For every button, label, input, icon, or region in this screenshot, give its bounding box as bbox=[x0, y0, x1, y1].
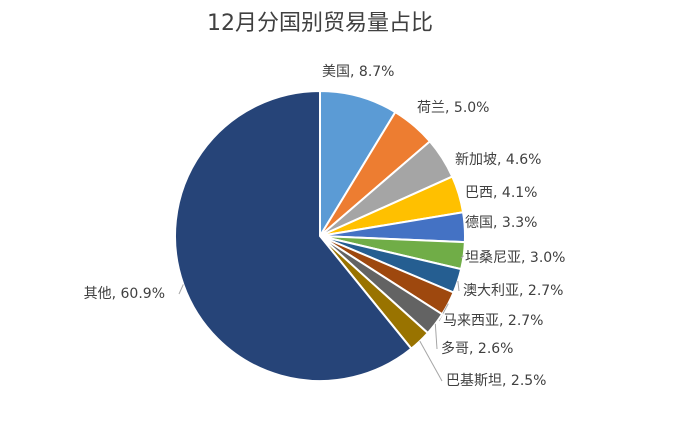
data-label: 其他, 60.9% bbox=[84, 286, 165, 302]
label-separator: , bbox=[502, 373, 511, 389]
label-separator: , bbox=[521, 250, 530, 266]
value-label: 2.6% bbox=[478, 341, 514, 357]
leader-line bbox=[434, 323, 438, 350]
value-label: 4.1% bbox=[502, 185, 538, 201]
label-separator: , bbox=[350, 64, 359, 80]
value-label: 3.0% bbox=[530, 250, 566, 266]
value-label: 2.7% bbox=[508, 313, 544, 329]
category-label: 巴基斯坦 bbox=[446, 372, 502, 389]
value-label: 60.9% bbox=[121, 286, 165, 302]
data-label: 多哥, 2.6% bbox=[441, 340, 513, 357]
label-separator: , bbox=[493, 185, 502, 201]
value-label: 8.7% bbox=[359, 64, 395, 80]
leader-line bbox=[178, 284, 184, 295]
data-label: 澳大利亚, 2.7% bbox=[463, 283, 563, 299]
label-separator: , bbox=[445, 100, 454, 116]
category-label: 巴西 bbox=[465, 185, 493, 201]
label-separator: , bbox=[469, 341, 478, 357]
data-label: 德国, 3.3% bbox=[465, 215, 537, 231]
category-label: 美国 bbox=[322, 64, 350, 80]
data-label: 马来西亚, 2.7% bbox=[443, 313, 543, 329]
label-separator: , bbox=[499, 313, 508, 329]
leader-line bbox=[457, 280, 460, 292]
category-label: 其他 bbox=[84, 286, 112, 302]
value-label: 3.3% bbox=[502, 215, 538, 231]
label-separator: , bbox=[493, 215, 502, 231]
leader-line bbox=[419, 340, 443, 382]
category-label: 马来西亚 bbox=[443, 313, 499, 329]
label-separator: , bbox=[497, 152, 506, 168]
label-separator: , bbox=[519, 283, 528, 299]
value-label: 5.0% bbox=[454, 100, 490, 116]
label-separator: , bbox=[112, 286, 121, 302]
category-label: 新加坡 bbox=[455, 152, 497, 168]
data-label: 美国, 8.7% bbox=[322, 64, 394, 80]
data-label: 巴西, 4.1% bbox=[465, 185, 537, 201]
pie-slice bbox=[174, 89, 413, 382]
value-label: 4.6% bbox=[506, 152, 542, 168]
data-label: 坦桑尼亚, 3.0% bbox=[465, 250, 565, 266]
category-label: 荷兰 bbox=[417, 100, 445, 116]
category-label: 澳大利亚 bbox=[463, 283, 519, 299]
value-label: 2.5% bbox=[511, 373, 547, 389]
data-label: 巴基斯坦, 2.5% bbox=[446, 372, 546, 389]
value-label: 2.7% bbox=[528, 283, 564, 299]
chart-title: 12月分国别贸易量占比 bbox=[207, 11, 433, 36]
category-label: 坦桑尼亚 bbox=[465, 250, 521, 266]
category-label: 多哥 bbox=[441, 340, 469, 357]
data-label: 荷兰, 5.0% bbox=[417, 100, 489, 116]
category-label: 德国 bbox=[465, 215, 493, 231]
data-label: 新加坡, 4.6% bbox=[455, 152, 541, 168]
leader-line bbox=[460, 255, 464, 259]
